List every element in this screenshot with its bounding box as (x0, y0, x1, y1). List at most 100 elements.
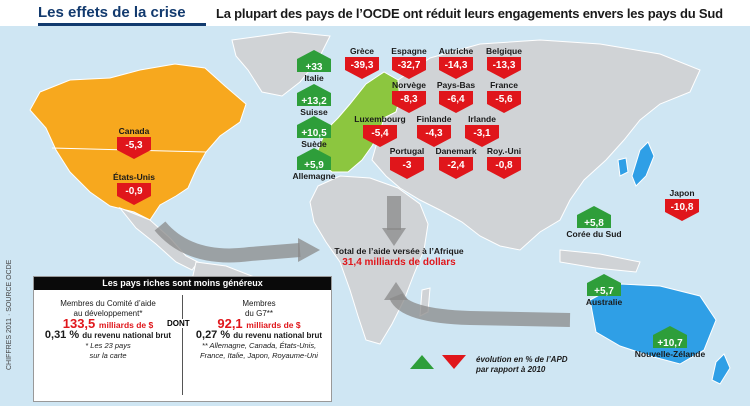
arrowhead-europe (382, 228, 406, 246)
marker-norvege: -8,3 Norvège (392, 80, 426, 113)
marker-value-luxembourg: -5,4 (371, 128, 389, 139)
marker-value-canada: -5,3 (125, 140, 143, 151)
marker-name-danemark: Danemark (435, 146, 476, 156)
marker-value-suede: +10,5 (301, 128, 327, 139)
right-col-line1: Membres (242, 299, 276, 308)
marker-value-danemark: -2,4 (447, 160, 465, 171)
left-col-amount-unit: milliards de $ (98, 320, 154, 330)
left-col-amount-line: 133,5 milliards de $ (38, 317, 178, 330)
marker-etats-unis: -0,9 États-Unis (113, 172, 155, 205)
legend-up-arrow-icon (410, 355, 434, 369)
right-col-pct: 0,27 % (195, 329, 231, 341)
marker-value-nouvelle-zelande: +10,7 (657, 338, 683, 349)
marker-value-australie: +5,7 (594, 286, 614, 297)
marker-value-suisse: +13,2 (301, 96, 327, 107)
summary-box: Les pays riches sont moins généreux Memb… (33, 276, 332, 402)
right-col-amount: 92,1 (217, 316, 243, 331)
marker-pays-bas: -6,4 Pays-Bas (437, 80, 476, 113)
marker-luxembourg: -5,4 Luxembourg (354, 114, 406, 147)
marker-value-italie: +33 (306, 62, 323, 73)
down-arrow-icon (487, 91, 521, 113)
left-col-pct-line: 0,31 % du revenu national brut (38, 330, 178, 341)
right-col-pct-line: 0,27 % du revenu national brut (190, 330, 328, 341)
marker-name-norvege: Norvège (392, 80, 426, 90)
down-arrow-icon (392, 57, 426, 79)
page-title: Les effets de la crise (38, 4, 186, 21)
marker-name-france: France (490, 80, 518, 90)
right-col-amount-unit: milliards de $ (246, 320, 301, 330)
right-col-note2: France, Italie, Japon, Royaume-Uni (200, 351, 318, 360)
marker-value-roy-uni: -0,8 (495, 160, 513, 171)
marker-japon: -10,8 Japon (665, 188, 699, 221)
down-arrow-icon (117, 137, 151, 159)
source-credit: CHIFFRES 2011 · SOURCE OCDE (6, 259, 13, 370)
marker-value-norvege: -8,3 (400, 94, 418, 105)
marker-value-grece: -39,3 (351, 60, 374, 71)
down-arrow-icon (487, 57, 521, 79)
marker-value-portugal: -3 (403, 160, 412, 171)
marker-value-pays-bas: -6,4 (447, 94, 465, 105)
left-col-line1: Membres du Comité d’aide (60, 299, 156, 308)
title-underline (38, 23, 206, 26)
left-col-line2: au développement* (73, 309, 143, 318)
marker-value-france: -5,6 (495, 94, 513, 105)
marker-name-nouvelle-zelande: Nouvelle-Zélande (635, 349, 706, 359)
marker-name-portugal: Portugal (390, 146, 424, 156)
marker-value-coree-du-sud: +5,8 (584, 218, 604, 229)
marker-portugal: -3 Portugal (390, 146, 424, 179)
summary-left-column: Membres du Comité d’aide au développemen… (38, 299, 178, 361)
down-arrow-icon (439, 91, 473, 113)
down-arrow-icon (487, 157, 521, 179)
marker-autriche: -14,3 Autriche (439, 46, 474, 79)
down-arrow-icon (465, 125, 499, 147)
legend-line1: évolution en % de l’APD (476, 355, 568, 364)
left-col-pct-label: du revenu national brut (82, 331, 172, 340)
greenland-shape (231, 31, 331, 97)
marker-name-etats-unis: États-Unis (113, 172, 155, 182)
marker-roy-uni: -0,8 Roy.-Uni (487, 146, 521, 179)
summary-box-title: Les pays riches sont moins généreux (34, 277, 331, 290)
marker-name-grece: Grèce (350, 46, 374, 56)
marker-name-autriche: Autriche (439, 46, 474, 56)
legend: évolution en % de l’APD par rapport à 20… (476, 355, 568, 375)
left-col-pct: 0,31 % (44, 329, 80, 341)
page-subtitle: La plupart des pays de l’OCDE ont réduit… (216, 6, 723, 21)
up-arrow-icon (297, 50, 331, 72)
right-col-pct-label: du revenu national brut (233, 331, 323, 340)
marker-name-canada: Canada (119, 126, 150, 136)
marker-name-pays-bas: Pays-Bas (437, 80, 476, 90)
up-arrow-icon (577, 206, 611, 228)
korea-shape (617, 157, 629, 177)
dont-label: DONT (165, 319, 192, 328)
up-arrow-icon (297, 84, 331, 106)
down-arrow-icon (439, 57, 473, 79)
title-bar (0, 0, 750, 26)
marker-finlande: -4,3 Finlande (417, 114, 452, 147)
up-arrow-icon (587, 274, 621, 296)
indonesia-shape (559, 249, 641, 273)
down-arrow-icon (439, 157, 473, 179)
right-col-amount-line: 92,1 milliards de $ (190, 316, 328, 331)
africa-aid-value: 31,4 milliards de dollars (342, 257, 456, 268)
marker-name-irlande: Irlande (468, 114, 496, 124)
column-divider (182, 295, 183, 395)
marker-name-suisse: Suisse (300, 107, 328, 117)
marker-danemark: -2,4 Danemark (435, 146, 477, 179)
marker-grece: -39,3 Grèce (345, 46, 379, 79)
up-arrow-icon (297, 148, 331, 170)
marker-name-allemagne: Allemagne (293, 171, 336, 181)
summary-right-column: Membres du G7** 92,1 milliards de $ 0,27… (190, 299, 328, 361)
marker-name-espagne: Espagne (391, 46, 427, 56)
down-arrow-icon (117, 183, 151, 205)
africa-aid-label: Total de l’aide versée à l’Afrique (334, 246, 464, 256)
arrow-asia-to-africa (389, 292, 571, 327)
up-arrow-icon (297, 116, 331, 138)
right-col-line2: du G7** (244, 309, 274, 318)
marker-name-luxembourg: Luxembourg (354, 114, 405, 124)
down-arrow-icon (345, 57, 379, 79)
marker-name-italie: Italie (304, 73, 324, 83)
up-arrow-icon (653, 326, 687, 348)
